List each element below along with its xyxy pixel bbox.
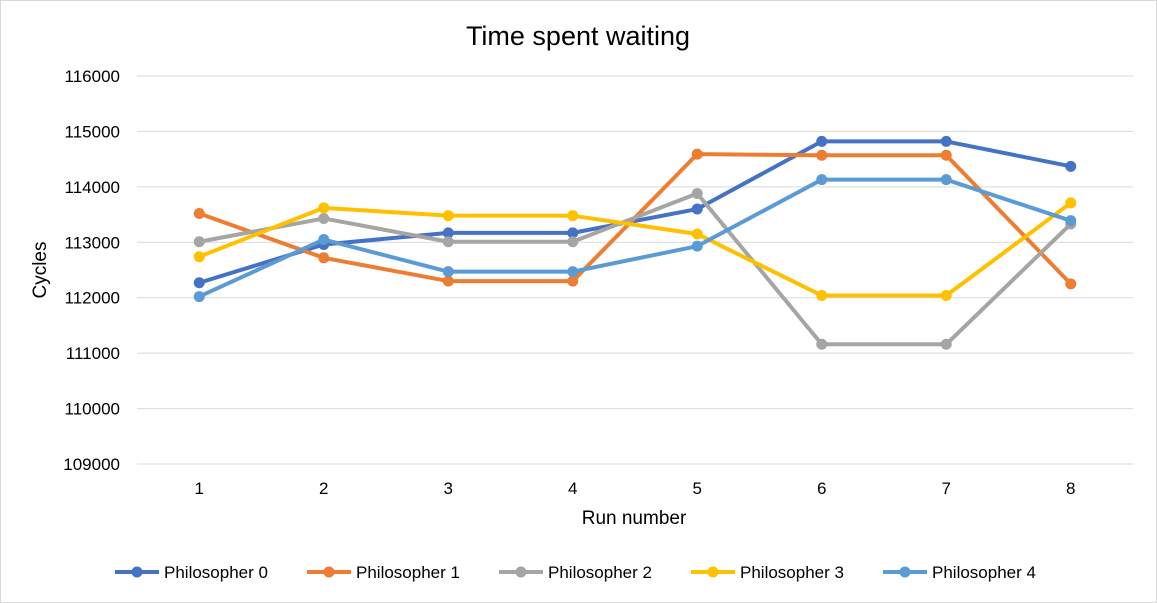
legend-label: Philosopher 2 bbox=[548, 563, 652, 582]
legend-label: Philosopher 0 bbox=[164, 563, 268, 582]
x-tick-label: 8 bbox=[1066, 479, 1075, 498]
data-point bbox=[691, 240, 703, 252]
data-point bbox=[442, 236, 454, 248]
legend-swatch-marker bbox=[515, 566, 527, 578]
series-3 bbox=[193, 197, 1077, 301]
data-point bbox=[940, 149, 952, 161]
series-line bbox=[197, 200, 1073, 298]
data-point bbox=[193, 207, 205, 219]
x-tick-label: 2 bbox=[319, 479, 328, 498]
y-tick-label: 114000 bbox=[65, 178, 120, 197]
data-point bbox=[442, 227, 454, 239]
data-point bbox=[691, 148, 703, 160]
y-tick-label: 109000 bbox=[63, 455, 120, 474]
legend-swatch-marker bbox=[131, 566, 143, 578]
legend-item-1: Philosopher 1 bbox=[307, 563, 460, 582]
data-point bbox=[940, 289, 952, 301]
data-point bbox=[816, 135, 828, 147]
y-tick-label: 112000 bbox=[65, 289, 120, 308]
legend-label: Philosopher 4 bbox=[932, 563, 1036, 582]
data-point bbox=[691, 228, 703, 240]
y-tick-label: 115000 bbox=[65, 122, 120, 141]
data-point bbox=[442, 210, 454, 222]
data-point bbox=[318, 252, 330, 264]
legend: Philosopher 0 Philosopher 1 Philosopher 2 P… bbox=[115, 563, 1036, 582]
legend-item-2: Philosopher 2 bbox=[499, 563, 652, 582]
data-point bbox=[567, 210, 579, 222]
x-tick-label: 6 bbox=[817, 479, 826, 498]
series-lines bbox=[193, 135, 1077, 350]
legend-label: Philosopher 3 bbox=[740, 563, 844, 582]
legend-swatch-marker bbox=[899, 566, 911, 578]
data-point bbox=[442, 266, 454, 278]
data-point bbox=[940, 174, 952, 186]
data-point bbox=[193, 236, 205, 248]
data-point bbox=[567, 266, 579, 278]
series-2 bbox=[193, 188, 1077, 350]
data-point bbox=[318, 202, 330, 214]
data-point bbox=[940, 135, 952, 147]
data-point bbox=[567, 236, 579, 248]
data-point bbox=[816, 174, 828, 186]
data-point bbox=[691, 203, 703, 215]
chart-title: Time spent waiting bbox=[466, 21, 690, 51]
legend-item-4: Philosopher 4 bbox=[883, 563, 1036, 582]
y-tick-label: 110000 bbox=[65, 400, 120, 419]
data-point bbox=[193, 277, 205, 289]
x-tick-label: 3 bbox=[444, 479, 453, 498]
series-line bbox=[197, 177, 1073, 299]
legend-swatch-marker bbox=[323, 566, 335, 578]
data-point bbox=[318, 212, 330, 224]
series-line bbox=[197, 191, 1073, 347]
data-point bbox=[567, 227, 579, 239]
x-axis-ticks: 1 2 3 4 5 6 7 8 bbox=[195, 479, 1076, 498]
data-point bbox=[1065, 278, 1077, 290]
legend-swatch-marker bbox=[707, 566, 719, 578]
x-axis-label: Run number bbox=[582, 508, 687, 529]
series-4 bbox=[193, 174, 1077, 303]
data-point bbox=[691, 188, 703, 200]
y-tick-label: 113000 bbox=[65, 233, 120, 252]
x-tick-label: 5 bbox=[693, 479, 702, 498]
data-point bbox=[442, 275, 454, 287]
data-point bbox=[1065, 215, 1077, 227]
data-point bbox=[940, 338, 952, 350]
legend-item-0: Philosopher 0 bbox=[115, 563, 268, 582]
y-tick-label: 116000 bbox=[65, 67, 120, 86]
data-point bbox=[816, 149, 828, 161]
data-point bbox=[816, 289, 828, 301]
data-point bbox=[318, 234, 330, 246]
data-point bbox=[1065, 160, 1077, 172]
y-axis-ticks: 109000 110000 111000 112000 113000 114000 1150… bbox=[63, 67, 120, 474]
y-tick-label: 111000 bbox=[66, 344, 120, 363]
data-point bbox=[567, 275, 579, 287]
y-axis-label: Cycles bbox=[30, 241, 51, 298]
legend-label: Philosopher 1 bbox=[356, 563, 460, 582]
x-tick-label: 4 bbox=[568, 479, 577, 498]
series-0 bbox=[193, 135, 1077, 289]
x-tick-label: 7 bbox=[942, 479, 951, 498]
data-point bbox=[816, 338, 828, 350]
data-point bbox=[1065, 197, 1077, 209]
legend-item-3: Philosopher 3 bbox=[691, 563, 844, 582]
data-point bbox=[193, 251, 205, 263]
data-point bbox=[193, 291, 205, 303]
x-tick-label: 1 bbox=[195, 479, 204, 498]
series-line bbox=[197, 139, 1073, 285]
